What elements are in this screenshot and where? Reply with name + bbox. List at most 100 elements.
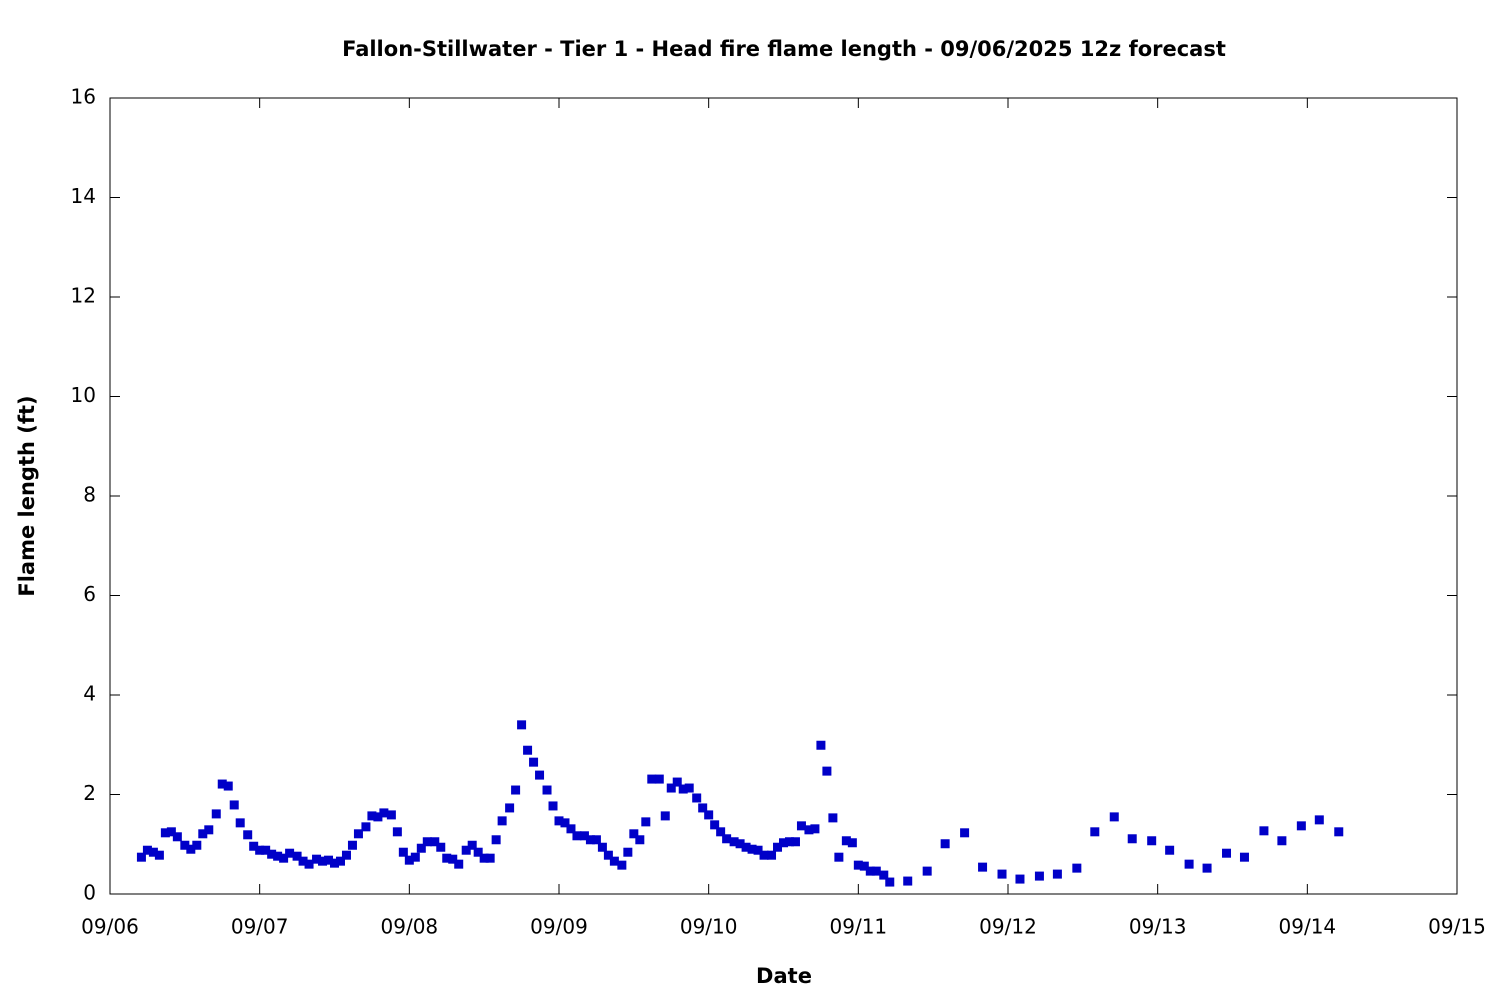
y-tick-label: 4 [83, 682, 96, 706]
point [641, 817, 651, 827]
point [554, 816, 564, 826]
x-tick-label: 09/14 [1279, 915, 1337, 939]
x-tick-label: 09/07 [231, 915, 289, 939]
point [373, 812, 383, 822]
point [678, 784, 688, 794]
y-tick-label: 8 [83, 483, 96, 507]
point [672, 777, 682, 787]
point [1259, 826, 1269, 836]
point [416, 843, 426, 853]
point [629, 829, 639, 839]
point [454, 859, 464, 869]
point [180, 840, 190, 850]
point [747, 844, 757, 854]
point [430, 837, 440, 847]
point [1147, 836, 1157, 846]
point [591, 835, 601, 845]
point [1334, 827, 1344, 837]
point [211, 809, 221, 819]
point [379, 808, 389, 818]
point [753, 845, 763, 855]
point [865, 866, 875, 876]
point [410, 852, 420, 862]
point [635, 835, 645, 845]
point [517, 720, 527, 730]
x-tick-label: 09/13 [1129, 915, 1187, 939]
y-tick-label: 14 [71, 184, 96, 208]
point [859, 861, 869, 871]
point [853, 860, 863, 870]
point [535, 770, 545, 780]
point [523, 745, 533, 755]
point [491, 835, 501, 845]
point [542, 785, 552, 795]
point [529, 757, 539, 767]
point [1314, 815, 1324, 825]
point [716, 827, 726, 837]
point [361, 822, 371, 832]
point [617, 860, 627, 870]
point [511, 785, 521, 795]
point [1296, 821, 1306, 831]
point [436, 842, 446, 852]
point [166, 827, 176, 837]
point [1239, 852, 1249, 862]
point [834, 852, 844, 862]
point [1090, 827, 1100, 837]
point [767, 850, 777, 860]
point [692, 793, 702, 803]
x-tick-label: 09/11 [830, 915, 888, 939]
point [940, 839, 950, 849]
point [647, 774, 657, 784]
point [1127, 834, 1137, 844]
point [597, 842, 607, 852]
y-tick-label: 16 [71, 85, 96, 109]
point [997, 869, 1007, 879]
point [722, 834, 732, 844]
chart-title: Fallon-Stillwater - Tier 1 - Head fire f… [342, 37, 1226, 61]
point [448, 854, 458, 864]
point [603, 850, 613, 860]
point [198, 829, 208, 839]
point [347, 840, 357, 850]
point [704, 810, 714, 820]
point [810, 824, 820, 834]
point [548, 801, 558, 811]
point [1052, 869, 1062, 879]
point [784, 837, 794, 847]
x-tick-label: 09/12 [979, 915, 1037, 939]
point [392, 827, 402, 837]
point [353, 829, 363, 839]
point [1165, 845, 1175, 855]
point [609, 856, 619, 866]
point [160, 828, 170, 838]
point [243, 830, 253, 840]
point [585, 835, 595, 845]
point [298, 856, 308, 866]
point [136, 852, 146, 862]
y-tick-label: 10 [71, 383, 96, 407]
point [279, 853, 289, 863]
point [154, 850, 164, 860]
point [255, 845, 265, 855]
point [804, 825, 814, 835]
point [796, 821, 806, 831]
point [217, 779, 227, 789]
point [841, 836, 851, 846]
x-axis-label: Date [756, 964, 812, 988]
point [1034, 871, 1044, 881]
point [828, 813, 838, 823]
point [386, 810, 396, 820]
point [148, 847, 158, 857]
point [698, 803, 708, 813]
point [467, 840, 477, 850]
point [318, 856, 328, 866]
point [903, 876, 913, 886]
point [1072, 863, 1082, 873]
point [473, 847, 483, 857]
point [235, 818, 245, 828]
point [324, 855, 334, 865]
point [186, 844, 196, 854]
point [1277, 836, 1287, 846]
